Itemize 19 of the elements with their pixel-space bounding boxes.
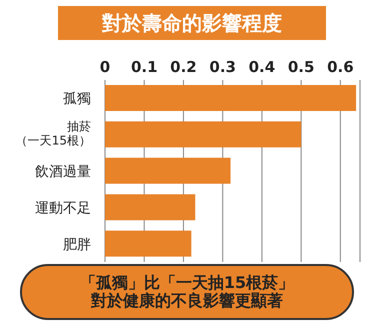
x-tick-label: 0.1 [130,58,158,76]
x-tick-label: 0.2 [170,58,197,76]
bar [105,158,231,184]
bar [105,230,192,257]
x-tick-label: 0.3 [209,58,236,76]
x-tick-label: 0 [100,58,110,76]
x-tick-label: 0.6 [327,58,354,76]
x-tick-label: 0.4 [248,58,276,76]
x-tick-label: 0.5 [288,58,314,76]
y-tick-label: 肥胖 [63,236,91,253]
y-tick-label: 飲酒過量 [35,164,91,180]
bar [105,121,302,148]
y-tick-label: 抽菸（一天15根） [16,120,91,148]
bar [105,85,356,111]
y-tick-label: 孤獨 [63,91,91,108]
y-tick-label: 運動不足 [35,200,91,216]
text: 「孤獨」比「一天抽15根菸」對於健康的不良影響更顯著 [78,272,296,310]
chart-title: 對於壽命的影響程度 [58,6,326,40]
bar [105,194,196,220]
